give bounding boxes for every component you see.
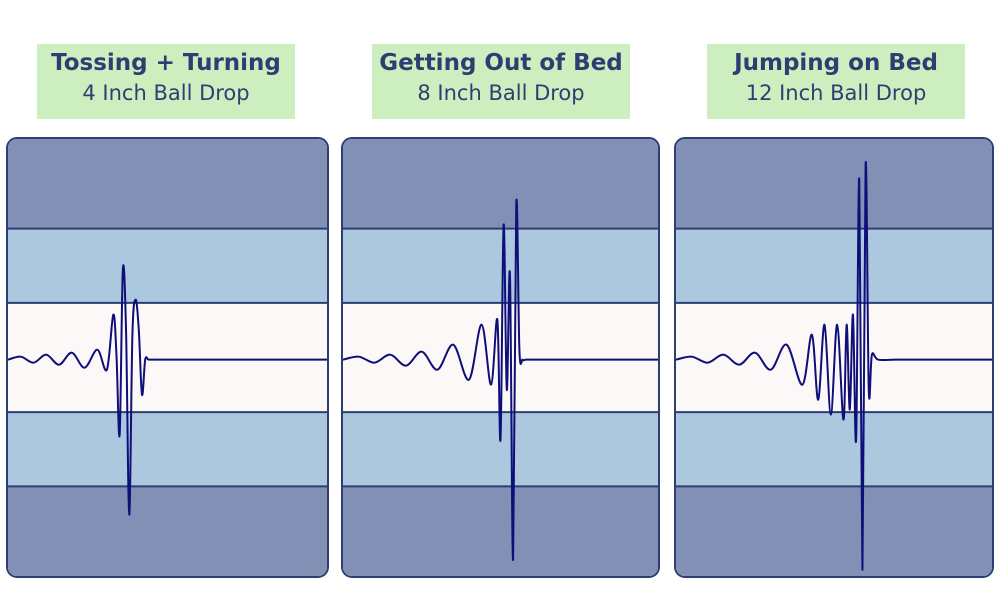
zone-middle-top <box>676 228 992 303</box>
zone-outer-bottom <box>343 486 658 576</box>
vibration-chart-jumping <box>676 139 992 576</box>
chart-title: Jumping on Bed <box>734 50 938 76</box>
zone-middle-top <box>8 228 327 303</box>
zone-center <box>8 302 327 413</box>
panel-label-jumping: Jumping on Bed 12 Inch Ball Drop <box>707 44 965 119</box>
zone-middle-bottom <box>676 412 992 487</box>
zone-outer-top <box>676 139 992 229</box>
zone-middle-top <box>343 228 658 303</box>
vibration-waveform-line <box>8 264 327 516</box>
vibration-waveform-line <box>676 160 992 571</box>
zone-outer-bottom <box>8 486 327 576</box>
chart-subtitle: 12 Inch Ball Drop <box>745 81 927 105</box>
panel-label-tossing: Tossing + Turning 4 Inch Ball Drop <box>37 44 295 119</box>
panel-label-getting-out: Getting Out of Bed 8 Inch Ball Drop <box>372 44 630 119</box>
zone-middle-bottom <box>8 412 327 487</box>
vibration-waveform-line <box>343 199 658 561</box>
zone-outer-top <box>343 139 658 229</box>
chart-panel-jumping <box>674 137 994 578</box>
chart-title: Getting Out of Bed <box>379 50 623 76</box>
vibration-chart-getting-out <box>343 139 658 576</box>
vibration-chart-tossing <box>8 139 327 576</box>
chart-panel-getting-out <box>341 137 660 578</box>
chart-subtitle: 4 Inch Ball Drop <box>82 81 250 105</box>
chart-title: Tossing + Turning <box>51 50 281 76</box>
chart-panel-tossing <box>6 137 329 578</box>
zone-outer-bottom <box>676 486 992 576</box>
zone-outer-top <box>8 139 327 229</box>
chart-subtitle: 8 Inch Ball Drop <box>417 81 585 105</box>
